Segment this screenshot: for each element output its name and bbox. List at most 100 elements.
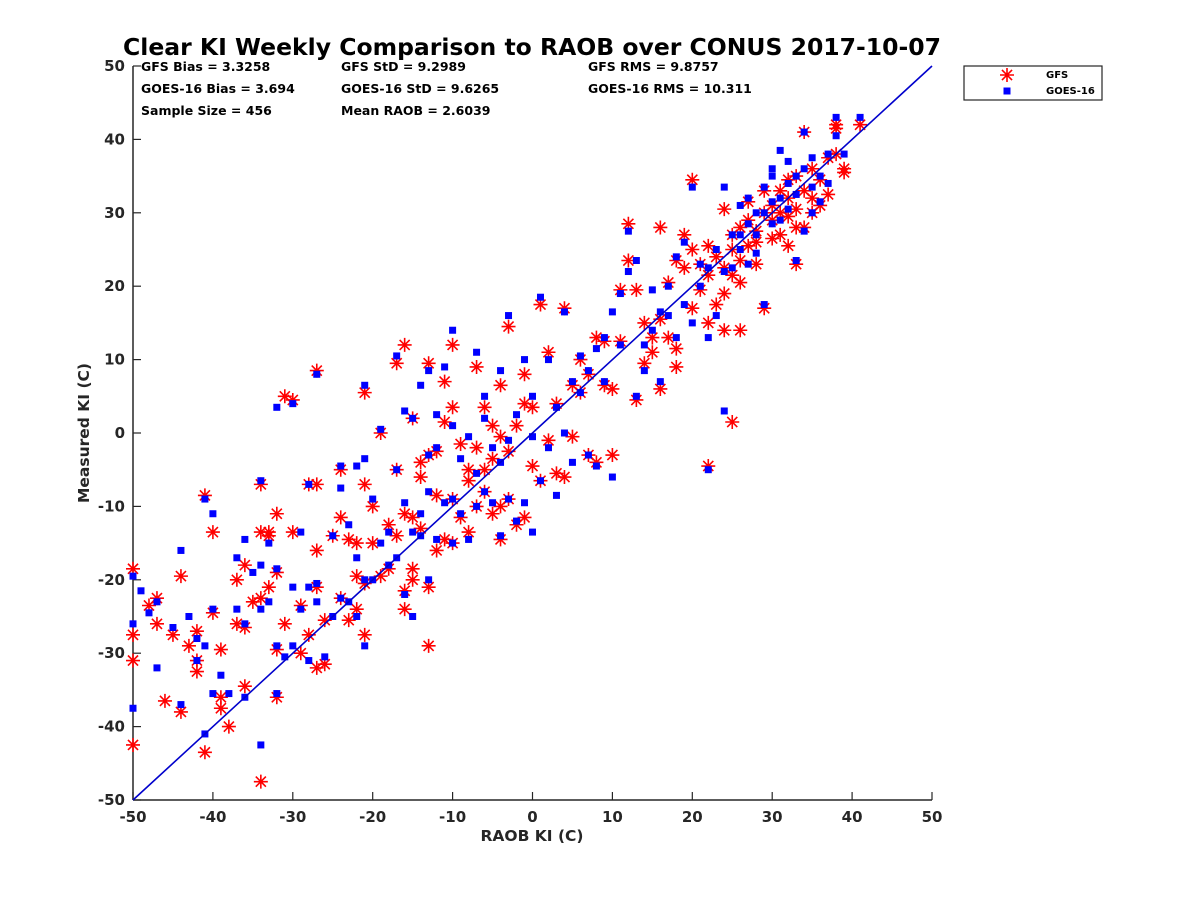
gfs-point (501, 444, 516, 459)
gfs-point (685, 301, 700, 316)
gfs-point (253, 591, 268, 606)
goes-16-point (736, 231, 744, 239)
gfs-point (597, 378, 612, 393)
gfs-point (565, 429, 580, 444)
goes-16-point (473, 348, 481, 356)
goes-16-point (736, 246, 744, 253)
gfs-point (373, 426, 388, 440)
goes-16-point (401, 499, 409, 507)
gfs-point (605, 448, 620, 463)
goes-16-point (792, 172, 800, 180)
gfs-point (837, 165, 852, 180)
goes-16-point (808, 209, 816, 217)
gfs-point (613, 334, 628, 349)
gfs-point (365, 499, 380, 514)
goes-16-point (289, 642, 297, 650)
gfs-point (349, 536, 364, 551)
gfs-point (309, 660, 324, 675)
gfs-point (629, 282, 644, 297)
gfs-point (413, 470, 428, 485)
y-tick-label: 0 (115, 424, 125, 442)
goes-16-point (425, 576, 433, 584)
gfs-point (126, 627, 140, 642)
goes-16-point (361, 576, 369, 584)
goes-16-point (529, 392, 536, 400)
gfs-point (397, 337, 412, 352)
gfs-point (213, 642, 228, 657)
stat-goes-std: GOES-16 StD = 9.6265 (341, 81, 499, 96)
gfs-point (301, 627, 316, 642)
gfs-point (469, 359, 484, 374)
goes-16-point (145, 609, 153, 617)
goes-16-point (688, 183, 696, 191)
goes-16-point (273, 403, 281, 411)
y-tick-label: -30 (98, 644, 125, 662)
y-axis-ticks: -50 -40 -30 -20 -10 0 10 20 30 40 50 (98, 57, 141, 809)
goes-16-point (273, 690, 281, 698)
gfs-point (453, 437, 468, 452)
goes-16-point (273, 642, 281, 650)
goes-16-point (544, 356, 552, 364)
gfs-point (333, 510, 348, 525)
gfs-point (517, 396, 532, 411)
gfs-point (781, 172, 796, 187)
goes-16-point (441, 363, 449, 371)
goes-16-point (337, 594, 345, 602)
goes-16-point (401, 407, 409, 415)
goes-16-point (481, 414, 489, 422)
goes-16-point (209, 510, 217, 518)
goes-16-point (656, 308, 664, 316)
goes-16-point (616, 290, 624, 298)
goes-16-point (177, 701, 185, 709)
gfs-point (829, 121, 844, 136)
gfs-point (741, 238, 756, 253)
gfs-point (541, 433, 556, 448)
goes-16-point (744, 194, 752, 202)
goes-16-point (297, 605, 305, 613)
gfs-point (653, 312, 668, 327)
gfs-point (253, 477, 268, 492)
gfs-point (509, 418, 524, 433)
goes-16-point (752, 231, 760, 239)
goes-16-point (544, 444, 552, 452)
goes-16-point (832, 113, 840, 121)
goes-16-point (768, 220, 776, 228)
gfs-point (205, 605, 220, 620)
goes-16-point (600, 334, 608, 342)
goes-16-point (129, 572, 137, 580)
gfs-point (669, 359, 684, 374)
gfs-point (733, 323, 748, 338)
x-axis-ticks: -50 -40 -30 -20 -10 0 10 20 30 40 50 (119, 792, 942, 826)
gfs-point (765, 198, 780, 213)
gfs-point (285, 525, 300, 540)
gfs-point (413, 521, 428, 536)
legend-gfs-label: GFS (1046, 70, 1068, 81)
goes-16-point (321, 653, 329, 661)
gfs-point (733, 253, 748, 268)
goes-16-point (345, 521, 353, 529)
goes-16-point (592, 345, 600, 353)
goes-16-point (265, 598, 273, 606)
legend-goes-16-square (1003, 87, 1011, 95)
gfs-point (213, 701, 228, 716)
stat-mean-raob: Mean RAOB = 2.6039 (341, 103, 490, 118)
gfs-point (365, 536, 380, 551)
gfs-point (741, 194, 756, 209)
goes-16-point (249, 568, 257, 576)
gfs-point (293, 598, 308, 613)
goes-16-point (720, 268, 728, 276)
y-tick-label: 40 (104, 130, 125, 148)
series-goes-16 (129, 113, 864, 749)
goes-16-point (449, 495, 457, 503)
gfs-point (317, 657, 332, 672)
gfs-point (549, 466, 564, 481)
goes-16-point (632, 257, 640, 265)
gfs-point (669, 253, 684, 268)
x-tick-label: 40 (842, 808, 863, 826)
gfs-point (173, 569, 188, 584)
goes-16-point (289, 400, 297, 408)
x-axis-label: RAOB KI (C) (480, 827, 583, 845)
gfs-point (237, 679, 252, 694)
x-tick-label: -10 (439, 808, 466, 826)
